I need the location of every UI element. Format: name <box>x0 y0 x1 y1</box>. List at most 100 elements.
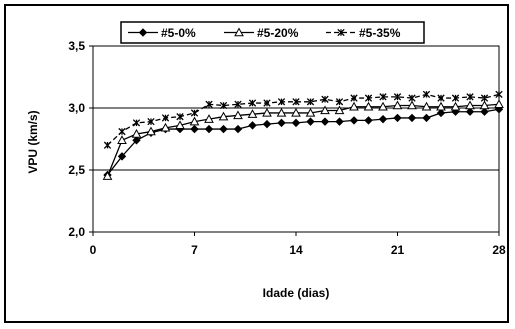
data-point <box>465 107 475 116</box>
data-point <box>277 98 286 106</box>
data-point <box>218 111 229 121</box>
data-point <box>176 113 184 121</box>
data-point <box>205 100 213 108</box>
data-point <box>234 100 242 108</box>
legend-item: #5-0% <box>128 26 196 40</box>
gridlines <box>93 107 499 171</box>
data-point <box>204 114 214 123</box>
data-point <box>277 118 286 128</box>
data-point <box>378 114 388 124</box>
data-point <box>480 107 489 116</box>
data-point <box>131 129 142 138</box>
data-point <box>219 124 228 134</box>
data-point <box>306 117 315 126</box>
data-point <box>465 100 475 110</box>
x-axis: 0 7 14 21 28 <box>90 232 506 257</box>
data-point <box>437 94 445 102</box>
data-point <box>262 107 272 117</box>
data-point <box>350 94 358 102</box>
data-point <box>147 117 155 126</box>
x-tick-label: 0 <box>90 243 97 257</box>
legend-label: #5-35% <box>359 26 401 40</box>
data-point <box>233 110 243 120</box>
series-1 <box>102 99 504 180</box>
y-axis: 2,0 2,5 3,0 3,5 <box>68 39 93 239</box>
data-point <box>393 93 402 101</box>
data-point <box>276 107 287 117</box>
data-point <box>466 93 474 101</box>
data-point <box>161 114 170 122</box>
series-line <box>107 93 500 146</box>
x-tick-label: 28 <box>492 243 506 257</box>
data-point <box>118 127 126 136</box>
data-point <box>480 94 489 102</box>
legend-marker <box>337 28 345 37</box>
x-tick-label: 21 <box>391 243 405 257</box>
data-point <box>248 121 257 130</box>
data-point <box>436 101 446 111</box>
data-point <box>291 107 301 117</box>
data-point <box>117 152 127 161</box>
data-point <box>378 101 388 111</box>
legend-items: #5-0% #5-20% #5-35% <box>128 26 401 40</box>
data-point <box>247 109 258 118</box>
data-point <box>495 90 503 99</box>
chart-frame <box>4 4 509 323</box>
data-point <box>335 117 344 126</box>
plot-border <box>92 45 500 233</box>
data-point <box>422 113 431 123</box>
data-point <box>407 113 417 123</box>
data-point <box>190 109 199 117</box>
legend-marker <box>138 28 148 37</box>
data-point <box>305 107 316 117</box>
data-point <box>349 116 359 125</box>
data-point <box>436 108 446 118</box>
data-point <box>494 99 504 108</box>
data-point <box>335 98 344 106</box>
data-point <box>262 119 272 129</box>
data-point <box>306 98 315 106</box>
legend-label: #5-0% <box>161 26 196 40</box>
data-point <box>422 90 431 99</box>
series-2 <box>103 90 503 149</box>
x-tick-label: 7 <box>191 243 198 257</box>
data-point <box>393 113 402 123</box>
y-tick-label: 3,0 <box>68 101 85 115</box>
y-tick-label: 2,5 <box>68 163 85 177</box>
legend: #5-0% #5-20% #5-35% <box>120 21 425 44</box>
y-tick-label: 3,5 <box>68 39 85 53</box>
series-line <box>106 103 500 177</box>
data-point <box>132 119 141 127</box>
data-point <box>233 124 243 134</box>
data-point <box>364 94 373 102</box>
data-point <box>219 101 228 110</box>
data-point <box>320 105 330 115</box>
data-point <box>292 98 300 106</box>
data-point <box>408 94 416 102</box>
data-point <box>175 120 185 130</box>
data-point <box>407 100 417 110</box>
data-point <box>204 124 214 134</box>
plot-area <box>92 45 504 233</box>
data-point <box>392 100 403 110</box>
data-point <box>263 99 271 107</box>
data-point <box>320 117 330 126</box>
data-point <box>363 101 374 111</box>
legend-item: #5-35% <box>326 26 401 40</box>
data-point <box>102 171 113 180</box>
data-point <box>321 95 329 103</box>
series-line <box>106 108 500 176</box>
data-point <box>190 124 199 134</box>
data-point <box>334 105 345 115</box>
data-point <box>349 101 359 111</box>
data-point <box>146 126 156 136</box>
x-axis-title: Idade (dias) <box>263 286 330 300</box>
data-point <box>421 101 432 111</box>
data-point <box>479 100 490 110</box>
series-layer <box>102 90 504 180</box>
y-axis-title: VPU (km/s) <box>26 110 40 173</box>
y-tick-label: 2,0 <box>68 225 85 239</box>
data-point <box>160 122 171 132</box>
data-point <box>450 101 461 111</box>
